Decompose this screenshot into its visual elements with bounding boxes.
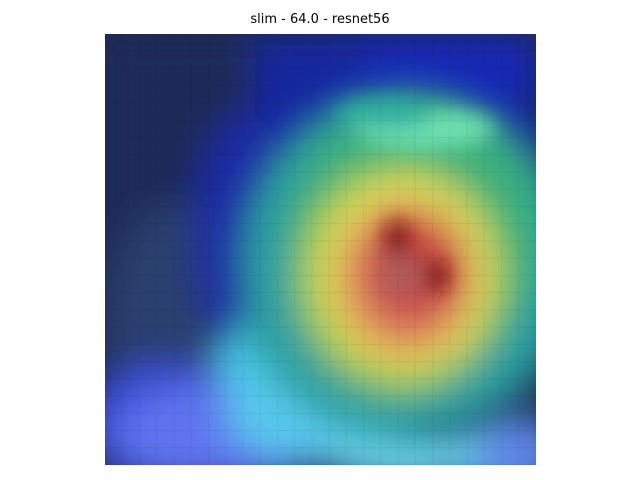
attention-heatmap: [105, 34, 536, 465]
figure-title: slim - 64.0 - resnet56: [250, 12, 390, 27]
heatmap-image: [105, 34, 536, 465]
